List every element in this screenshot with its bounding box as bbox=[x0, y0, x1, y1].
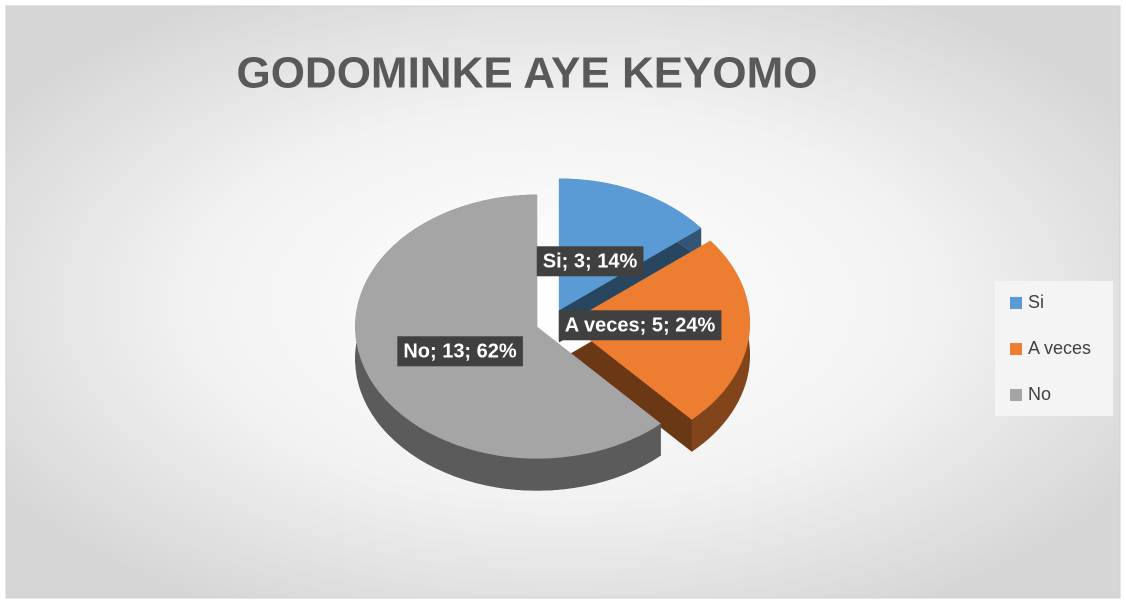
legend: Si A veces No bbox=[1010, 292, 1091, 404]
legend-label: A veces bbox=[1028, 338, 1091, 358]
data-label-background bbox=[397, 336, 523, 367]
data-label: No; 13; 62% bbox=[403, 340, 517, 362]
data-label-background bbox=[558, 310, 722, 341]
legend-label: Si bbox=[1028, 292, 1044, 312]
data-label: A veces; 5; 24% bbox=[565, 314, 716, 336]
legend-label: No bbox=[1028, 384, 1051, 404]
slice bbox=[558, 178, 702, 311]
legend-swatch bbox=[1010, 343, 1022, 355]
slice bbox=[355, 194, 661, 459]
slice-side bbox=[355, 194, 661, 491]
data-label: Si; 3; 14% bbox=[543, 250, 638, 272]
legend-swatch bbox=[1010, 297, 1022, 309]
chart-title: GODOMINKE AYE KEYOMO bbox=[236, 49, 817, 98]
legend-swatch bbox=[1010, 389, 1022, 401]
data-labels: Si; 3; 14% A veces; 5; 24% No; 13; 62% bbox=[397, 246, 722, 367]
data-label-background bbox=[536, 246, 644, 277]
